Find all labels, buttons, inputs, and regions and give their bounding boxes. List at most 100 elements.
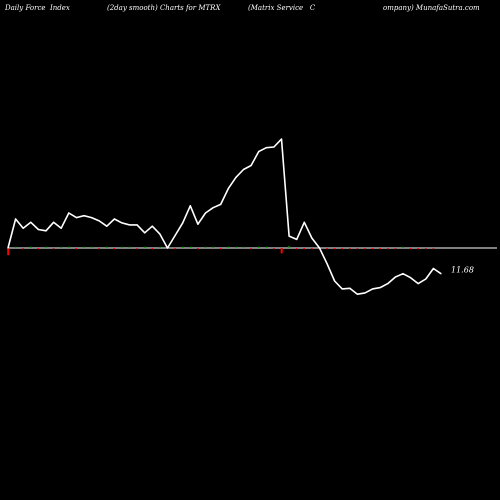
volume-bar bbox=[189, 246, 192, 248]
volume-bar bbox=[280, 248, 283, 254]
volume-bar bbox=[242, 246, 245, 248]
force-index-points bbox=[7, 138, 442, 295]
force-index-point bbox=[280, 138, 283, 140]
volume-bar bbox=[67, 246, 70, 248]
volume-bar bbox=[379, 248, 382, 250]
volume-bar bbox=[83, 246, 85, 248]
force-index-point bbox=[432, 267, 435, 270]
volume-bar bbox=[250, 248, 252, 250]
force-index-point bbox=[37, 228, 39, 231]
volume-bar bbox=[387, 248, 389, 250]
volume-bar bbox=[432, 248, 435, 250]
force-index-point bbox=[204, 212, 207, 214]
force-index-point bbox=[189, 205, 191, 207]
volume-bar bbox=[204, 246, 207, 248]
force-index-point bbox=[394, 276, 397, 278]
force-index-point bbox=[7, 247, 9, 249]
volume-bar bbox=[7, 248, 10, 256]
volume-bar bbox=[273, 248, 275, 250]
volume-bar bbox=[136, 248, 138, 250]
volume-bar bbox=[288, 246, 290, 248]
force-index-point bbox=[159, 233, 161, 235]
force-index-point bbox=[311, 237, 313, 239]
force-index-point bbox=[144, 232, 146, 234]
volume-bar bbox=[181, 246, 184, 248]
volume-bar bbox=[14, 246, 17, 248]
force-index-point bbox=[372, 288, 374, 290]
force-index-point bbox=[250, 164, 252, 167]
volume-bar bbox=[22, 248, 24, 250]
force-index-point bbox=[296, 238, 298, 241]
chart-title-center: (2day smooth) Charts for MTRX bbox=[107, 4, 221, 12]
force-index-point bbox=[364, 292, 366, 294]
force-index-point bbox=[303, 221, 305, 223]
volume-bar bbox=[60, 246, 62, 248]
force-index-point bbox=[90, 217, 93, 219]
volume-bar bbox=[303, 248, 306, 250]
force-index-point bbox=[83, 215, 85, 217]
force-index-point bbox=[334, 280, 336, 282]
force-index-point bbox=[121, 222, 123, 224]
force-index-point bbox=[220, 203, 222, 206]
force-index-point bbox=[14, 218, 17, 220]
force-index-point bbox=[410, 277, 412, 279]
volume-bar bbox=[52, 248, 55, 250]
volume-bar bbox=[174, 248, 176, 250]
chart-title-site: ompany) MunafaSutra.com bbox=[383, 4, 480, 12]
force-index-point bbox=[106, 225, 108, 227]
last-value-label: 11.68 bbox=[451, 265, 474, 274]
volume-bar bbox=[151, 248, 154, 250]
chart-title-company: (Matrix Service C bbox=[248, 4, 316, 12]
force-index-point bbox=[273, 146, 275, 148]
force-index-point bbox=[197, 223, 199, 225]
volume-bar bbox=[311, 248, 313, 250]
volume-bar bbox=[333, 248, 336, 250]
volume-bar bbox=[98, 248, 100, 250]
chart-title-left: Daily Force Index bbox=[5, 4, 70, 12]
volume-bar bbox=[425, 248, 427, 250]
force-index-point bbox=[98, 220, 100, 222]
volume-bar bbox=[105, 246, 108, 248]
force-index-point bbox=[174, 234, 176, 237]
volume-bar bbox=[212, 246, 214, 248]
force-index-point bbox=[235, 176, 237, 178]
volume-bar bbox=[219, 248, 222, 250]
force-index-point bbox=[265, 147, 267, 149]
volume-bar bbox=[417, 248, 420, 250]
volume-bar bbox=[113, 248, 116, 250]
force-index-point bbox=[22, 227, 24, 229]
force-index-point bbox=[45, 230, 47, 232]
force-index-point bbox=[30, 221, 32, 223]
volume-bar bbox=[128, 246, 131, 248]
volume-bar bbox=[227, 246, 230, 248]
force-index-point bbox=[166, 247, 169, 249]
volume-bar bbox=[409, 248, 412, 250]
force-index-point bbox=[288, 235, 290, 237]
volume-bar bbox=[364, 248, 366, 250]
volume-bar bbox=[159, 246, 161, 248]
force-index-line bbox=[7, 138, 442, 296]
force-index-point bbox=[75, 217, 77, 219]
volume-bar bbox=[349, 248, 351, 250]
force-index-point bbox=[402, 273, 404, 275]
force-index-point bbox=[440, 273, 442, 275]
volume-bar bbox=[121, 246, 123, 248]
volume-bar bbox=[265, 246, 268, 248]
volume-bar bbox=[29, 246, 32, 248]
volume-bar bbox=[90, 246, 93, 248]
volume-bar bbox=[75, 248, 78, 250]
volume-bar bbox=[143, 246, 146, 248]
force-index-point bbox=[379, 287, 381, 289]
volume-bar bbox=[326, 248, 328, 250]
volume-bar bbox=[371, 248, 374, 250]
volume-bar bbox=[295, 248, 298, 250]
force-index-point bbox=[341, 288, 343, 290]
force-index-point bbox=[258, 151, 260, 153]
force-index-point bbox=[60, 227, 62, 229]
force-index-point bbox=[182, 222, 184, 224]
volume-bar bbox=[197, 248, 199, 250]
force-index-point bbox=[326, 263, 328, 265]
force-index-point bbox=[212, 207, 214, 209]
force-index-point bbox=[356, 293, 359, 295]
